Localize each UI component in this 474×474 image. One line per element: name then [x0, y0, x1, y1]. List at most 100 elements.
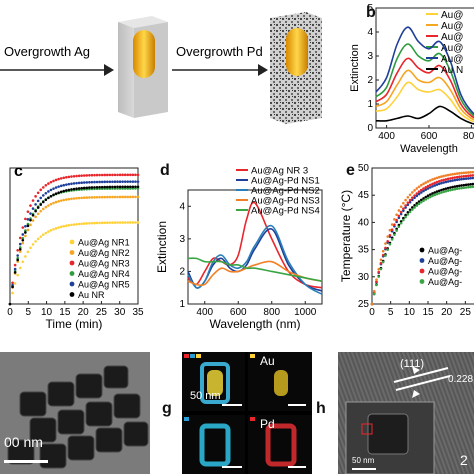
data-point-e — [446, 186, 450, 190]
data-point-c — [82, 186, 86, 190]
data-point-e — [442, 188, 445, 191]
data-point-c — [88, 196, 91, 199]
data-point-c — [65, 183, 68, 186]
legend-marker-e — [419, 279, 425, 284]
data-point-c — [49, 194, 53, 198]
data-point-c — [49, 188, 53, 192]
data-point-e — [460, 175, 463, 178]
y-tick-label: 30 — [358, 272, 370, 283]
data-point-c — [113, 180, 117, 184]
data-point-c — [77, 187, 81, 190]
data-point-c — [113, 173, 117, 177]
data-point-e — [406, 201, 410, 204]
data-point-c — [72, 174, 76, 178]
legend-label-c: Au NR — [78, 290, 105, 300]
data-point-e — [395, 229, 398, 232]
data-point-c — [34, 203, 37, 206]
panel-e-chart: 0 5 10 15 20 25 25 30 35 40 45 50 Temperature (°C) Au… — [339, 163, 474, 318]
data-point-c — [18, 266, 22, 270]
data-point-c — [24, 255, 27, 258]
x-tick-label: 400 — [196, 307, 213, 318]
y-tick-label: 25 — [358, 299, 370, 310]
data-point-e — [431, 178, 434, 181]
data-point-c — [103, 180, 107, 184]
data-point-c — [93, 196, 96, 199]
legend-label-d: Au@Ag-Pd NS4 — [251, 206, 320, 217]
panel-d-chart: 400 600 800 1000 1 2 3 4 Wavelength (nm) Extincti… — [155, 166, 323, 331]
data-point-e — [411, 191, 414, 194]
legend-marker-e — [419, 268, 425, 274]
data-point-c — [126, 195, 130, 199]
data-point-c — [57, 226, 60, 229]
data-point-e — [402, 207, 405, 210]
data-point-c — [93, 221, 96, 225]
data-point-e — [437, 182, 441, 186]
data-point-e — [399, 205, 403, 208]
data-point-c — [21, 260, 25, 264]
data-point-c — [136, 185, 140, 189]
data-point-e — [451, 179, 454, 182]
data-point-e — [451, 172, 454, 176]
data-point-c — [105, 173, 109, 177]
data-point-e — [426, 196, 430, 200]
legend-label-d: Au@Ag NR 3 — [251, 166, 308, 177]
data-point-c — [136, 173, 140, 177]
eds-pd-label: Pd — [260, 417, 275, 431]
y-tick-label: 2 — [367, 75, 373, 86]
data-point-c — [98, 195, 101, 199]
data-point-e — [424, 188, 428, 191]
data-point-c — [26, 210, 30, 213]
data-point-c — [44, 184, 48, 187]
y-tick-label: 4 — [367, 27, 373, 38]
step2-label: Overgrowth Pd — [176, 44, 263, 59]
data-point-e — [395, 213, 398, 216]
data-point-e — [415, 194, 419, 198]
legend-marker-c — [69, 292, 75, 297]
data-point-c — [16, 273, 19, 277]
data-point-c — [21, 226, 25, 229]
data-point-e — [419, 191, 423, 194]
data-point-c — [39, 203, 43, 206]
data-point-e — [426, 194, 430, 198]
data-point-c — [21, 241, 25, 245]
data-point-c — [31, 243, 35, 246]
data-point-c — [29, 246, 32, 250]
data-point-c — [13, 263, 17, 267]
data-point-c — [126, 180, 130, 183]
data-point-c — [98, 173, 101, 177]
data-point-c — [57, 177, 60, 181]
data-point-e — [460, 177, 463, 181]
data-point-e — [435, 190, 439, 193]
data-point-c — [54, 192, 58, 195]
data-point-e — [435, 192, 439, 196]
data-point-e — [419, 198, 423, 202]
data-point-e — [426, 180, 430, 183]
data-point-c — [75, 196, 78, 200]
data-point-e — [455, 178, 459, 182]
legend-label-e: Au@Ag- — [428, 267, 462, 277]
data-point-c — [121, 180, 124, 183]
data-point-c — [85, 181, 89, 184]
data-point-c — [131, 185, 135, 189]
data-point-e — [422, 199, 425, 203]
series-line-b — [375, 105, 474, 125]
data-point-c — [108, 173, 112, 177]
legend-label-d: Au@Ag-Pd NS1 — [251, 176, 320, 187]
y-tick-label: 5 — [367, 3, 373, 14]
data-point-e — [428, 195, 432, 199]
data-point-c — [67, 175, 71, 179]
series-line-d — [187, 224, 323, 295]
x-tick-label: 25 — [96, 307, 108, 318]
data-point-c — [8, 302, 12, 306]
data-point-e — [395, 218, 398, 222]
data-point-c — [100, 173, 104, 177]
data-point-e — [453, 176, 457, 179]
data-point-c — [31, 207, 35, 210]
data-point-e — [424, 185, 428, 189]
data-point-c — [26, 224, 30, 228]
data-point-e — [426, 187, 430, 190]
data-point-e — [471, 170, 474, 174]
data-point-e — [415, 192, 419, 195]
data-point-e — [384, 246, 387, 250]
legend-marker-c — [69, 250, 75, 255]
